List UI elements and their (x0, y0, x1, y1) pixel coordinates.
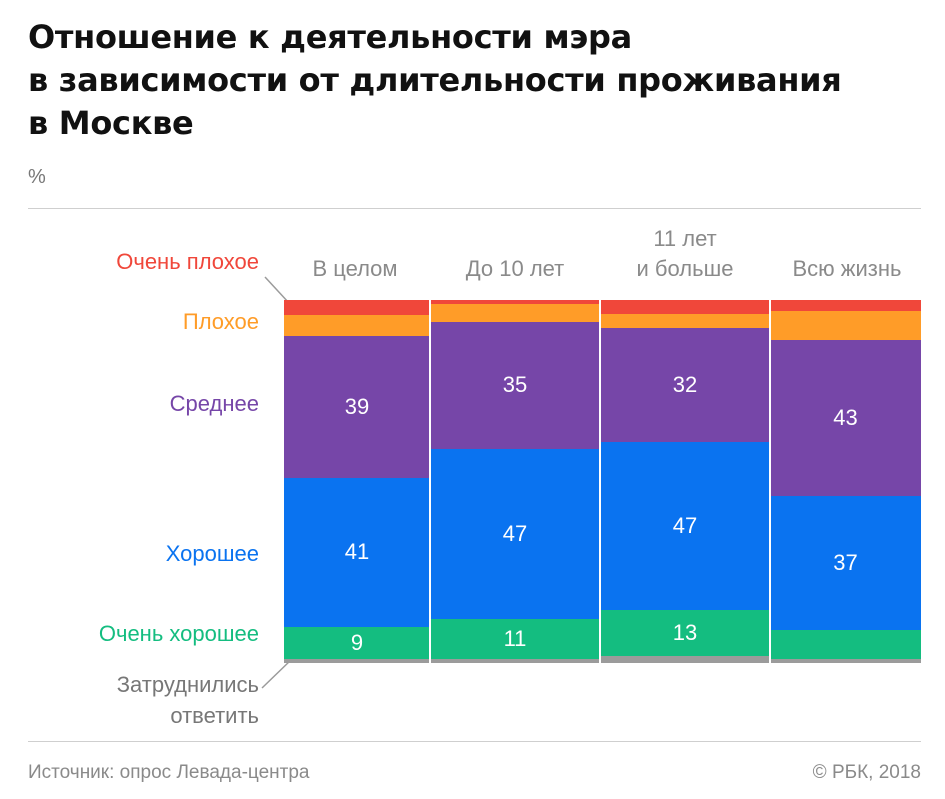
source-note: Источник: опрос Левада-центра (28, 762, 310, 783)
column-label-lifelong-line-1: Всю жизнь (792, 256, 902, 281)
bar-segment-lifelong-very-good (770, 630, 921, 660)
value-label-11-plus-very-good: 13 (672, 619, 698, 645)
value-label-overall-good: 41 (344, 539, 370, 565)
column-separator (599, 300, 601, 663)
chart-title: Отношение к деятельности мэра в зависимо… (28, 16, 918, 145)
column-separator (769, 300, 771, 663)
column-separator (429, 300, 431, 663)
bar-segment-11-plus-very-good (600, 609, 770, 656)
bar-segment-under-10-average (430, 321, 600, 449)
column-label-under-10: До 10 лет (430, 254, 600, 284)
legend-very-bad: Очень плохое (116, 249, 259, 274)
bar-segment-lifelong-bad (770, 310, 921, 340)
column-label-under-10-line-1: До 10 лет (465, 256, 565, 281)
value-label-under-10-very-good: 11 (503, 626, 527, 652)
bar-segment-11-plus-good (600, 442, 770, 610)
bar-segment-under-10-bad (430, 303, 600, 322)
value-label-11-plus-average: 32 (672, 372, 698, 398)
bar-segment-lifelong-hard-to-say (770, 659, 921, 663)
bar-segment-lifelong-good (770, 496, 921, 631)
bar-segment-overall-hard-to-say (284, 659, 430, 663)
unit-label: % (28, 166, 46, 188)
legend-hard-to-say-line-2: ответить (170, 703, 259, 728)
legend-hard-to-say: Затруднились ответить (117, 669, 259, 731)
bar-segment-overall-good (284, 477, 430, 627)
bar-segment-under-10-very-bad (430, 300, 600, 304)
bar-segment-overall-bad (284, 314, 430, 337)
value-label-lifelong-good: 37 (833, 550, 858, 576)
top-divider (28, 208, 921, 209)
bar-segment-under-10-hard-to-say (430, 659, 600, 663)
column-label-11-plus-line-1: 11 лет (653, 226, 717, 251)
value-label-under-10-average: 35 (502, 372, 528, 398)
leader-line-hard-to-say (261, 658, 293, 689)
bar-segment-overall-very-good (284, 626, 430, 660)
column-label-overall: В целом (270, 254, 440, 284)
title-line-3: в Москве (28, 104, 194, 142)
bar-segment-11-plus-hard-to-say (600, 655, 770, 663)
value-label-overall-average: 39 (344, 394, 370, 420)
value-label-overall-very-good: 9 (350, 630, 364, 656)
title-line-2: в зависимости от длительности проживания (28, 61, 842, 99)
bar-segment-11-plus-very-bad (600, 300, 770, 315)
legend-very-good: Очень хорошее (98, 621, 259, 646)
value-label-under-10-good: 47 (502, 521, 528, 547)
legend-average: Среднее (169, 391, 259, 416)
bar-segment-overall-average (284, 336, 430, 478)
column-label-lifelong: Всю жизнь (762, 254, 932, 284)
bottom-divider (28, 741, 921, 742)
legend-good: Хорошее (165, 541, 259, 566)
column-label-11-plus-line-2: и больше (636, 256, 734, 281)
bar-segment-lifelong-very-bad (770, 300, 921, 311)
legend-bad: Плохое (182, 309, 259, 334)
title-line-1: Отношение к деятельности мэра (28, 18, 632, 56)
value-label-11-plus-good: 47 (672, 512, 698, 538)
bar-segment-11-plus-bad (600, 314, 770, 329)
copyright: © РБК, 2018 (812, 762, 921, 783)
bar-segment-overall-very-bad (284, 300, 430, 315)
value-label-lifelong-average: 43 (833, 404, 858, 430)
legend-hard-to-say-line-1: Затруднились (116, 672, 259, 697)
column-label-11-plus: 11 лет и больше (600, 224, 770, 284)
bar-segment-11-plus-average (600, 328, 770, 443)
bar-segment-lifelong-average (770, 339, 921, 496)
leader-line-very-bad (264, 276, 290, 304)
bar-segment-under-10-good (430, 448, 600, 620)
bar-segment-under-10-very-good (430, 619, 600, 660)
column-label-overall-line-1: В целом (312, 256, 398, 281)
